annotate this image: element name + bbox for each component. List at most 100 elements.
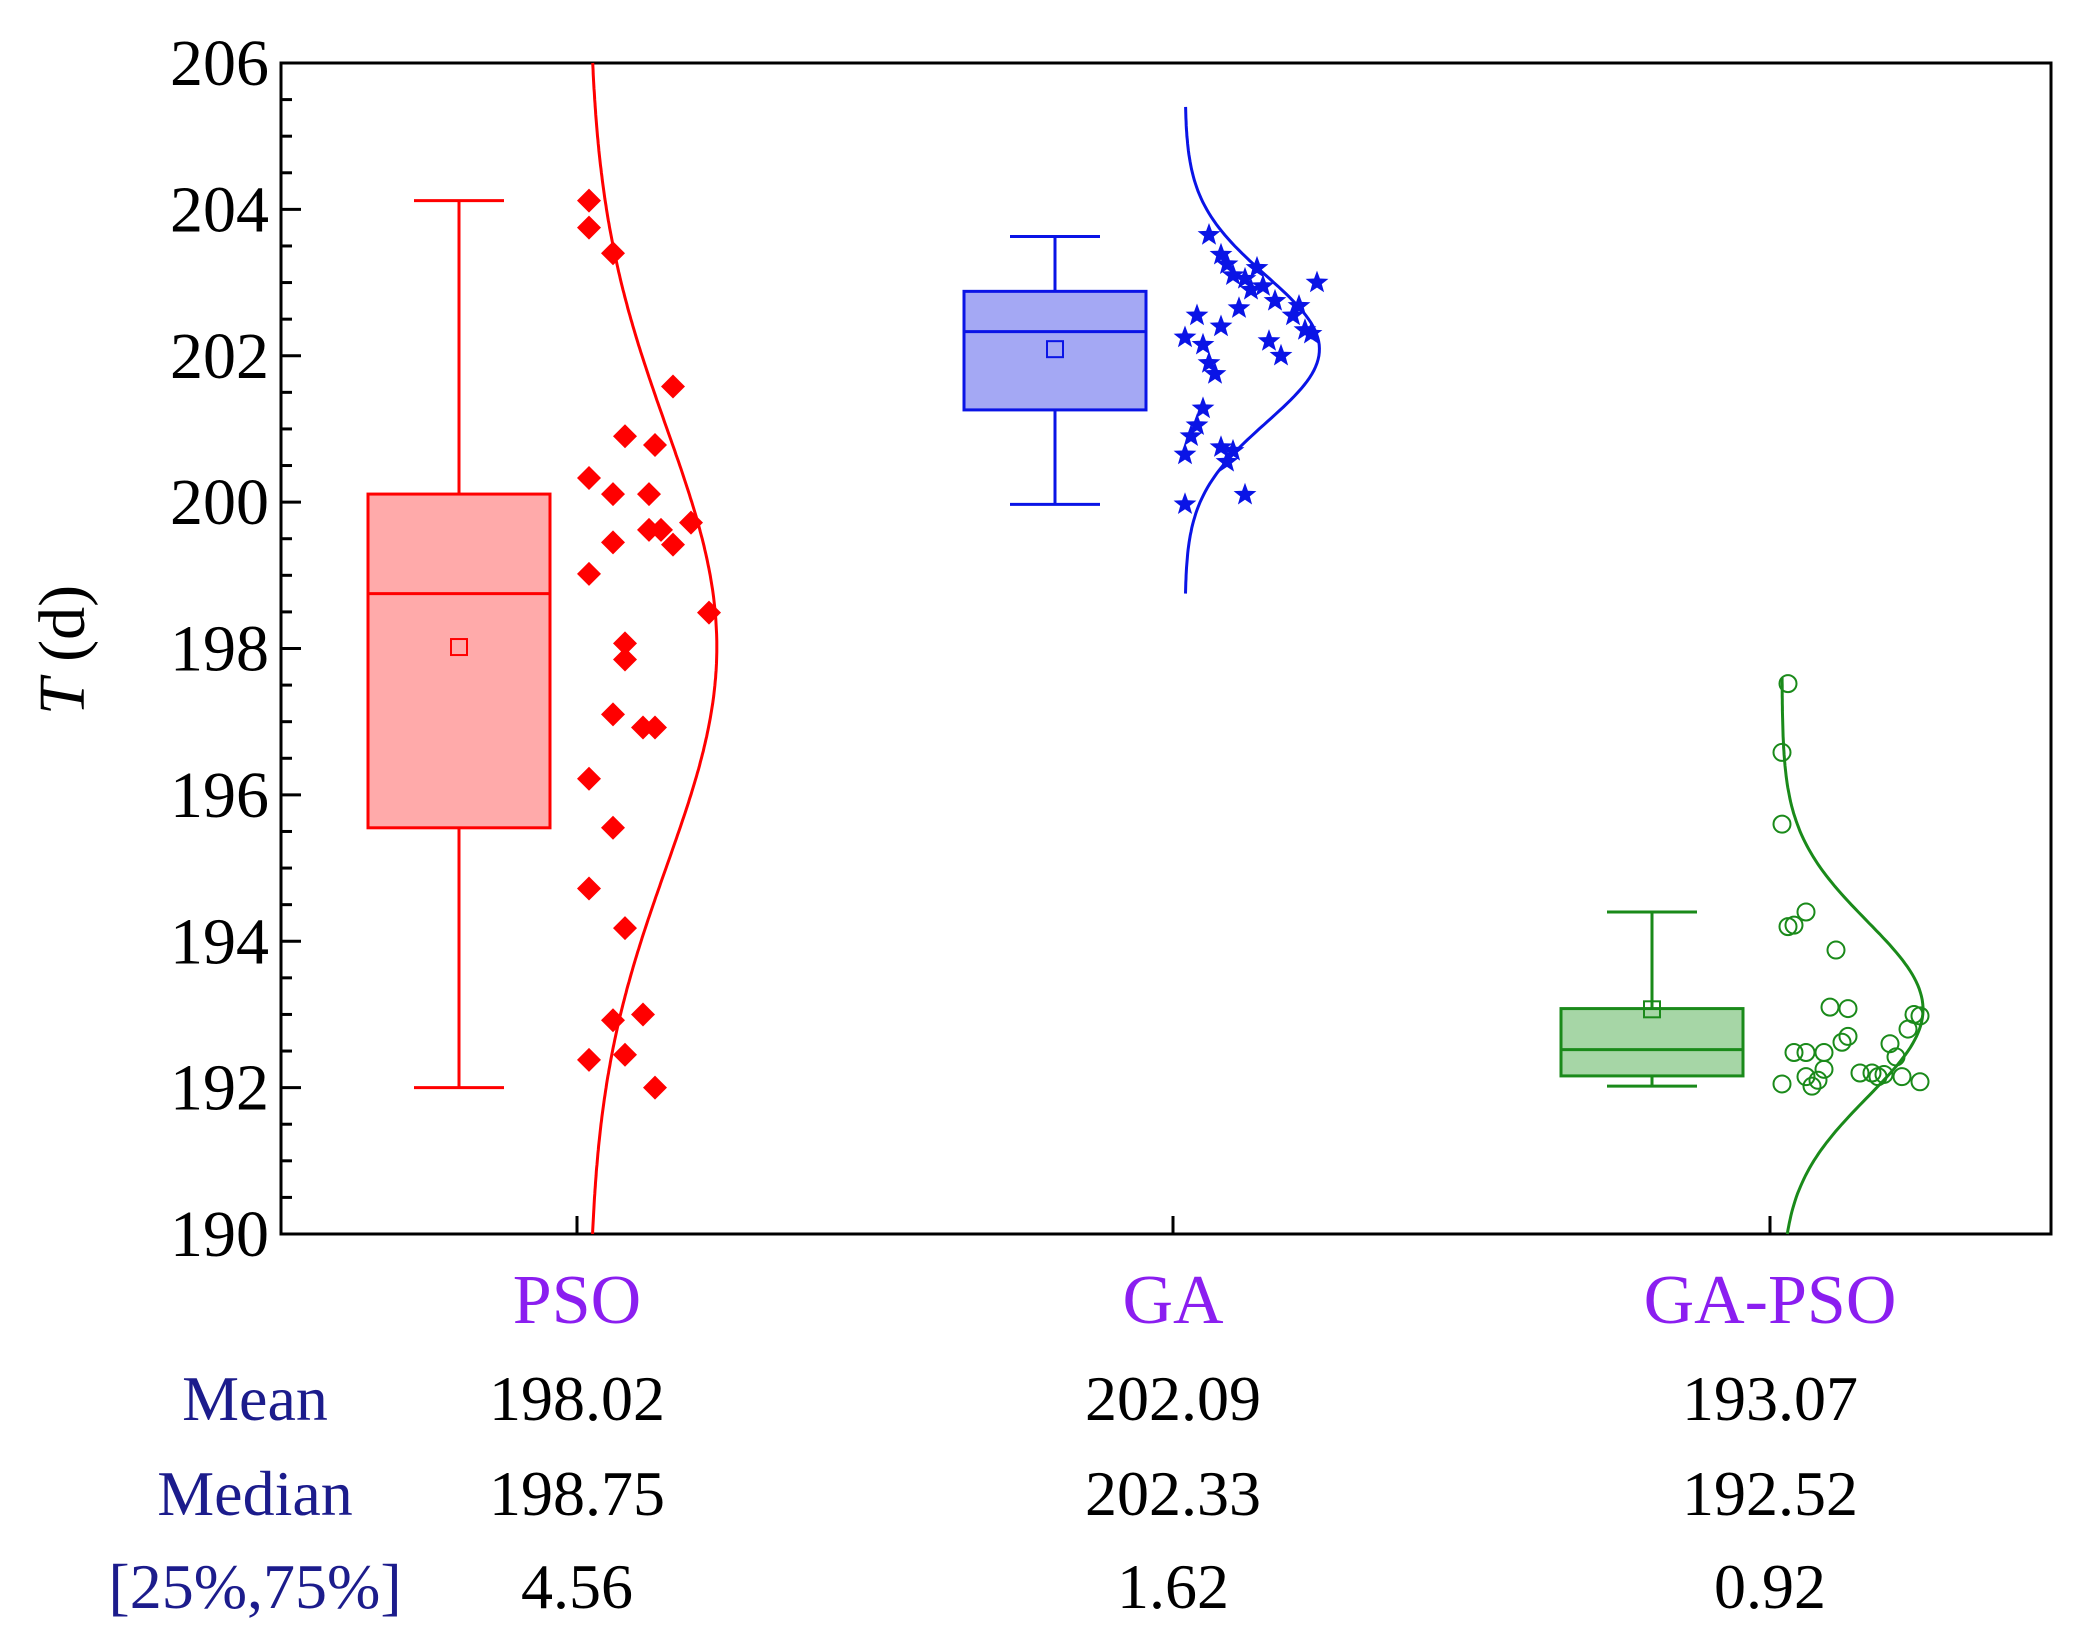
- data-point: [1173, 442, 1197, 465]
- data-point: [577, 215, 601, 240]
- data-point: [1185, 413, 1209, 435]
- data-point: [1233, 266, 1257, 289]
- data-point: [1838, 1026, 1858, 1046]
- data-point: [1215, 449, 1239, 472]
- data-point: [1808, 1070, 1828, 1090]
- mean-marker: [1046, 340, 1064, 359]
- stat-row-label: Median: [157, 1458, 353, 1529]
- data-point: [577, 465, 601, 490]
- data-point: [631, 1002, 655, 1027]
- data-point: [1281, 303, 1305, 326]
- data-point: [1814, 1042, 1834, 1062]
- stat-value: 4.56: [521, 1551, 633, 1622]
- data-point: [1802, 1076, 1822, 1096]
- data-point: [1215, 252, 1239, 274]
- y-axis-label-symbol: T: [26, 674, 99, 715]
- stat-value: 0.92: [1714, 1551, 1826, 1622]
- y-tick-label: 200: [170, 466, 269, 539]
- series-ga: [962, 106, 1329, 594]
- stat-row-label: Mean: [182, 1363, 328, 1434]
- data-point: [601, 702, 625, 727]
- y-tick-label: 202: [170, 320, 269, 393]
- data-point: [601, 241, 625, 266]
- data-point: [697, 600, 721, 625]
- data-point: [613, 647, 637, 672]
- data-point: [601, 815, 625, 840]
- data-point: [1796, 1067, 1816, 1087]
- data-point: [1772, 1074, 1792, 1094]
- data-point: [1838, 999, 1858, 1019]
- data-point: [1832, 1032, 1852, 1052]
- data-point: [643, 1075, 667, 1100]
- data-point: [1197, 351, 1221, 373]
- data-point: [1868, 1067, 1888, 1087]
- data-point: [1784, 1042, 1804, 1062]
- data-point: [1269, 343, 1293, 366]
- y-tick-label: 206: [170, 27, 269, 100]
- box-iqr: [1559, 1007, 1745, 1078]
- stat-row-label: [25%,75%]: [108, 1551, 401, 1622]
- data-point: [1209, 242, 1233, 265]
- x-axis: PSO GA GA-PSO: [513, 1216, 1896, 1339]
- y-tick-label: 190: [170, 1198, 269, 1271]
- data-point: [601, 1008, 625, 1033]
- data-point: [1772, 814, 1792, 834]
- data-point: [1227, 296, 1251, 318]
- distribution-curve: [591, 62, 719, 1235]
- data-point: [1784, 915, 1804, 935]
- data-point: [577, 561, 601, 586]
- data-point: [1209, 314, 1233, 337]
- y-axis: 190 192 194 196 198 200 202 204 206: [170, 27, 301, 1271]
- box-iqr: [366, 492, 552, 830]
- mean-marker: [1643, 1000, 1661, 1019]
- data-point: [661, 532, 685, 557]
- data-point: [1197, 223, 1221, 245]
- data-point: [577, 188, 601, 213]
- data-point: [1245, 255, 1269, 278]
- distribution-curve: [1184, 106, 1321, 594]
- data-point: [577, 1047, 601, 1072]
- y-axis-label: T (d): [26, 585, 99, 715]
- y-tick-label: 196: [170, 759, 269, 832]
- data-point: [1251, 274, 1275, 296]
- data-point: [1796, 1042, 1816, 1062]
- data-point: [1203, 362, 1227, 384]
- data-point: [613, 424, 637, 449]
- distribution-curve: [1780, 677, 1925, 1235]
- data-point: [1221, 263, 1245, 285]
- data-point: [643, 433, 667, 458]
- data-point: [1796, 902, 1816, 922]
- data-point: [613, 916, 637, 941]
- y-tick-label: 192: [170, 1052, 269, 1125]
- data-point: [661, 374, 685, 399]
- series-group: [366, 62, 1930, 1235]
- category-label-pso: PSO: [513, 1262, 641, 1339]
- y-tick-label: 198: [170, 613, 269, 686]
- y-tick-label: 204: [170, 173, 269, 246]
- data-point: [1892, 1067, 1912, 1087]
- data-point: [1173, 492, 1197, 514]
- data-point: [613, 631, 637, 656]
- data-point: [1191, 332, 1215, 355]
- data-point: [637, 482, 661, 507]
- data-point: [1886, 1047, 1906, 1067]
- data-point: [1263, 288, 1287, 311]
- stat-value: 198.02: [489, 1363, 665, 1434]
- data-point: [1778, 917, 1798, 937]
- data-point: [1287, 294, 1311, 316]
- data-point: [1293, 318, 1317, 340]
- stats-table: Mean 198.02 202.09 193.07 Median 198.75 202.33…: [108, 1363, 1858, 1622]
- data-point: [1826, 940, 1846, 960]
- stat-value: 193.07: [1682, 1363, 1858, 1434]
- box-iqr: [962, 289, 1148, 412]
- data-point: [1257, 329, 1281, 351]
- data-point: [1191, 396, 1215, 419]
- stat-value: 1.62: [1117, 1551, 1229, 1622]
- data-point: [1221, 438, 1245, 461]
- data-point: [1898, 1019, 1918, 1039]
- data-point: [601, 482, 625, 507]
- data-point: [679, 510, 703, 535]
- mean-marker: [450, 638, 468, 657]
